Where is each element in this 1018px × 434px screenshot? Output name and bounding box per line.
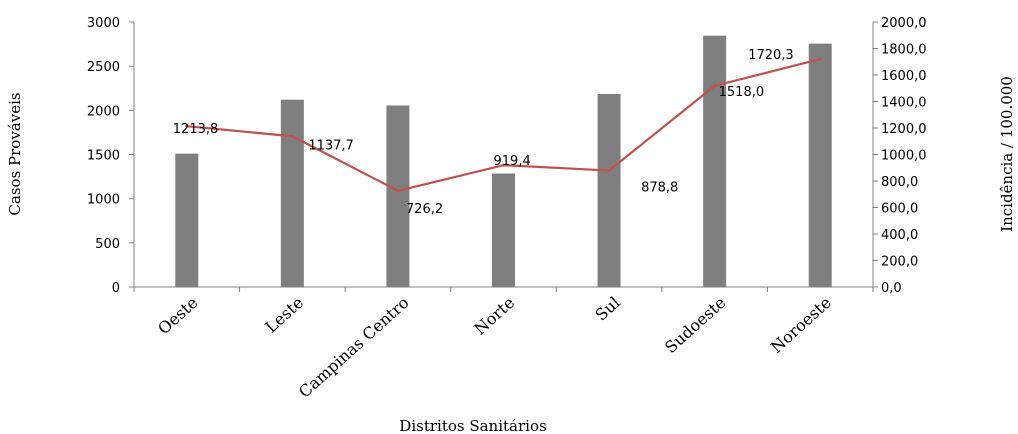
bar — [492, 173, 515, 287]
line-data-label: 1213,8 — [173, 122, 219, 137]
bar — [386, 105, 410, 287]
x-category-label: Leste — [261, 293, 307, 337]
bar — [175, 153, 199, 287]
x-category-label: Sul — [591, 293, 623, 325]
line-point — [290, 134, 294, 138]
line-point — [502, 163, 505, 167]
y2-tick-label: 1000,0 — [881, 149, 927, 164]
y-tick-label: 2000 — [87, 104, 120, 119]
y2-tick-label: 1400,0 — [881, 96, 927, 111]
bar — [703, 35, 727, 287]
y-tick-label: 2500 — [87, 60, 120, 75]
y-tick-label: 1000 — [87, 193, 120, 208]
x-category-label: Noroeste — [767, 293, 835, 357]
x-category-label: Sudoeste — [661, 293, 729, 357]
y-tick-label: 0 — [112, 281, 120, 296]
y2-tick-label: 0,0 — [881, 281, 902, 296]
line-data-label: 726,2 — [406, 202, 443, 217]
y2-tick-label: 200,0 — [881, 255, 918, 270]
x-category-label: Oeste — [154, 293, 201, 338]
y2-tick-label: 1800,0 — [881, 43, 927, 58]
x-category-label: Norte — [470, 293, 518, 339]
line-point — [396, 189, 400, 193]
y2-tick-label: 800,0 — [881, 175, 918, 190]
line-point — [607, 169, 611, 173]
line-point — [185, 124, 189, 128]
y2-tick-label: 1200,0 — [881, 122, 927, 137]
y-tick-label: 3000 — [87, 16, 120, 31]
x-category-label: Campinas Centro — [295, 293, 413, 402]
y2-tick-label: 400,0 — [881, 228, 918, 243]
line-data-label: 1137,7 — [308, 138, 354, 153]
bar — [280, 99, 304, 287]
bar — [597, 93, 621, 287]
line-data-label: 878,8 — [641, 181, 678, 196]
line-data-label: 1518,0 — [719, 85, 765, 100]
y2-tick-label: 2000,0 — [881, 16, 927, 31]
y2-axis-title: Incidência / 100.000 — [998, 76, 1016, 232]
line-point — [713, 84, 717, 88]
y-tick-label: 1500 — [87, 149, 120, 164]
y2-tick-label: 600,0 — [881, 202, 918, 217]
y2-tick-label: 1600,0 — [881, 69, 927, 84]
line-data-label: 919,4 — [494, 154, 531, 169]
line-point — [818, 57, 822, 61]
y-axis-title: Casos Prováveis — [6, 92, 24, 215]
y-tick-label: 500 — [95, 237, 120, 252]
x-axis-title: Distritos Sanitários — [399, 417, 546, 434]
bar — [808, 43, 832, 288]
line-data-label: 1720,3 — [748, 48, 794, 63]
